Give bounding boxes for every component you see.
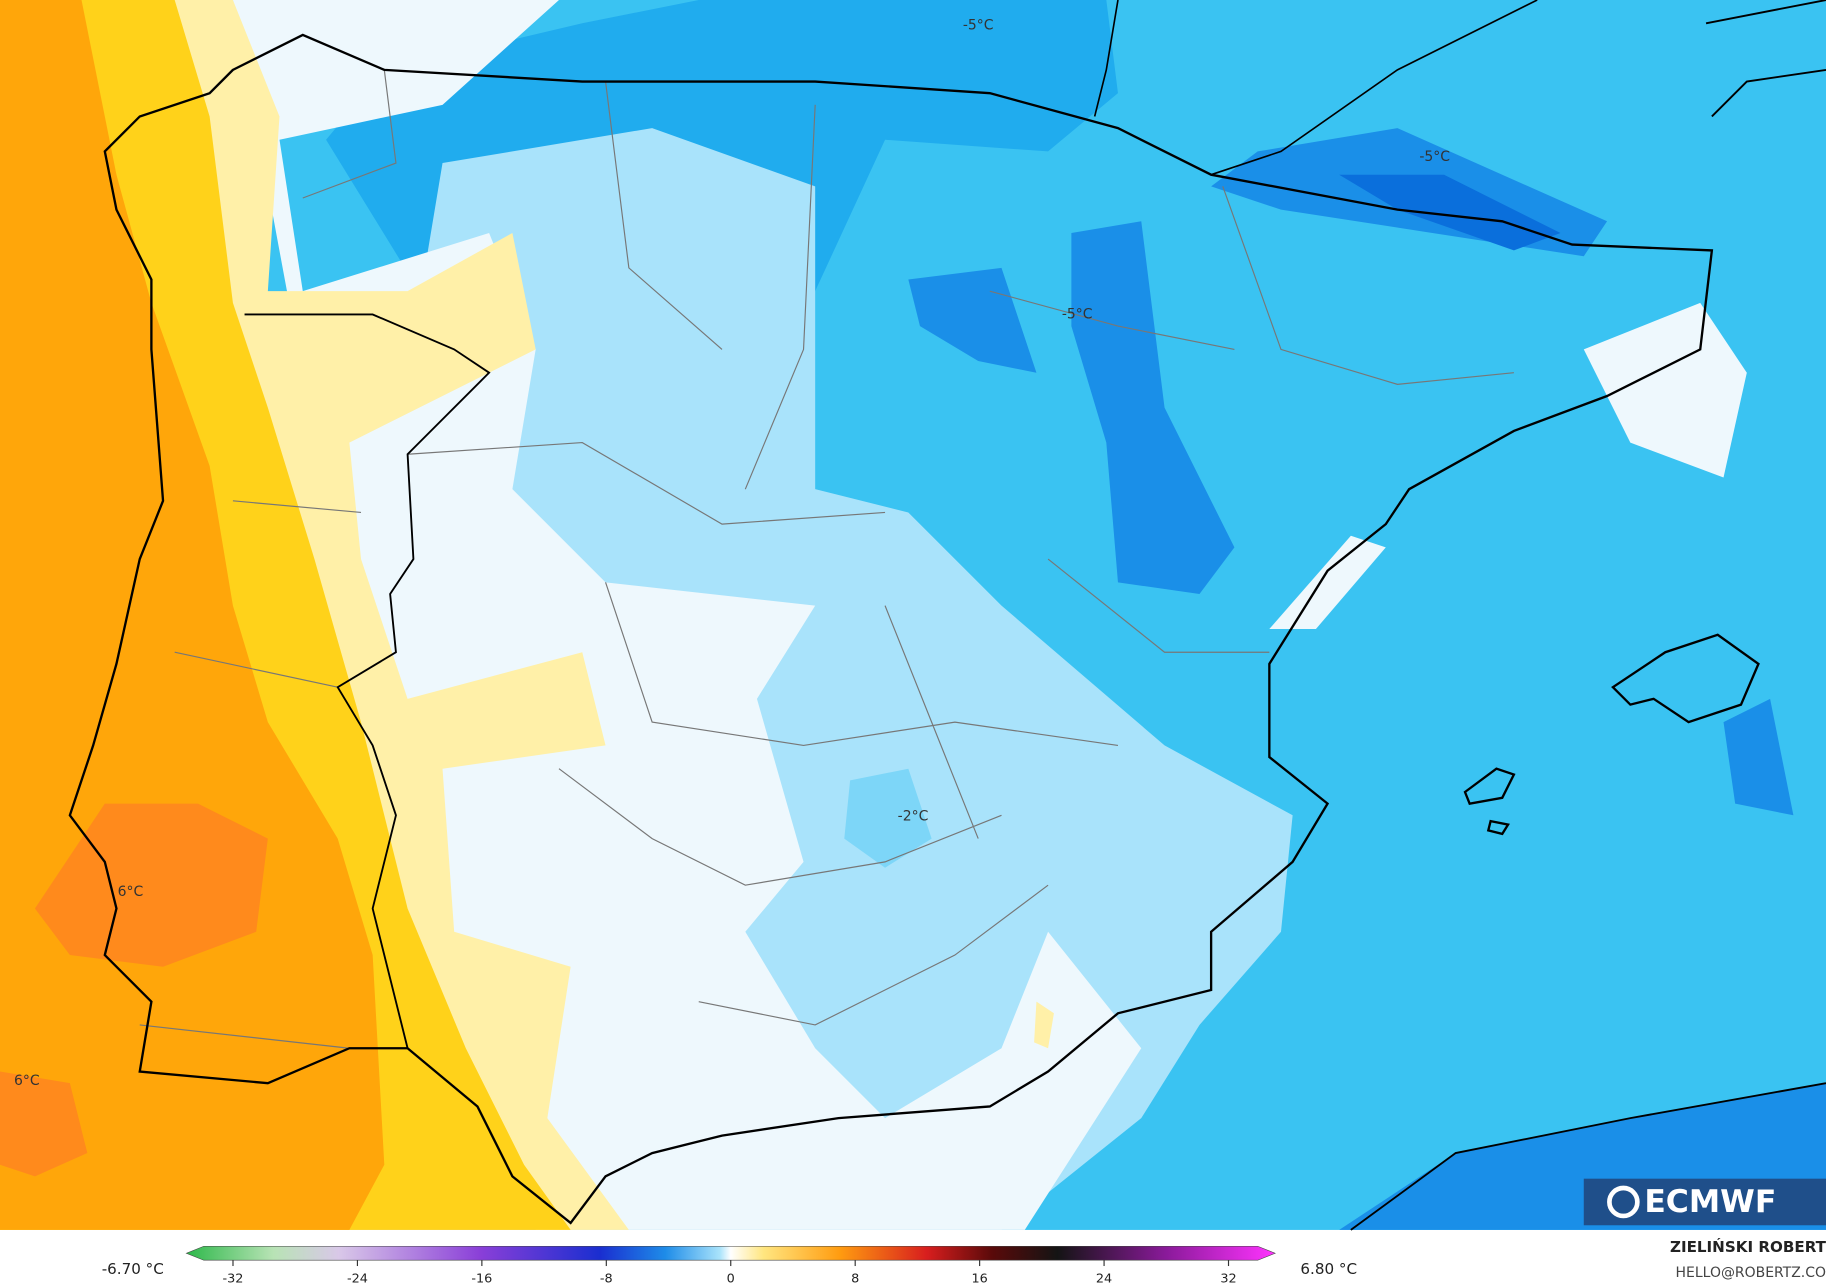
author: ZIELIŃSKI ROBERT bbox=[1670, 1237, 1826, 1256]
colorbar-tick-label: 8 bbox=[851, 1271, 859, 1286]
colorbar-tick-label: -24 bbox=[347, 1271, 368, 1286]
colorbar-tick-label: 0 bbox=[727, 1271, 735, 1286]
colorbar-tick-label: -8 bbox=[600, 1271, 613, 1286]
field-dark-orange bbox=[0, 1071, 88, 1177]
border-france bbox=[1093, 0, 1538, 176]
island-mallorca bbox=[1611, 633, 1760, 724]
contact: HELLO@ROBERTZ.CO bbox=[1676, 1265, 1826, 1281]
field-deep-blue bbox=[1071, 221, 1235, 594]
field-deep-blue bbox=[1723, 698, 1794, 816]
logo-icon bbox=[1607, 1185, 1640, 1219]
logo-text: ECMWF bbox=[1644, 1184, 1776, 1220]
coastline bbox=[68, 33, 1714, 1225]
coastline-other bbox=[1350, 0, 1826, 1231]
colorbar-ramp bbox=[185, 1245, 1276, 1261]
colorbar: -6.70 °C 6.80 °C -32 -24 -16 -8 0 8 16 24 32 bbox=[102, 1245, 1357, 1286]
province-lines bbox=[139, 69, 1514, 1049]
colorbar-tick-label: -16 bbox=[471, 1271, 492, 1286]
field-pale bbox=[1583, 302, 1747, 478]
field-deepest-blue bbox=[1339, 174, 1561, 251]
colorbar-tick-label: -32 bbox=[223, 1271, 244, 1286]
map: -5°C -5°C -5°C -2°C 6°C 6°C ECMWF bbox=[0, 0, 1826, 1231]
island-ibiza bbox=[1463, 767, 1516, 836]
temp-label: -5°C bbox=[1062, 306, 1093, 322]
field-deep-blue bbox=[908, 267, 1037, 373]
colorbar-tick-label: 32 bbox=[1220, 1271, 1236, 1286]
min-label: -6.70 °C bbox=[102, 1260, 164, 1278]
logo: ECMWF bbox=[1583, 1178, 1826, 1226]
temp-label: -2°C bbox=[898, 808, 929, 824]
temp-label: -5°C bbox=[1419, 149, 1450, 165]
field-pale bbox=[1269, 535, 1386, 629]
field-pale-yellow bbox=[1034, 1001, 1054, 1049]
temp-label: -5°C bbox=[963, 18, 994, 34]
max-label: 6.80 °C bbox=[1300, 1260, 1357, 1278]
temp-label: 6°C bbox=[118, 884, 144, 900]
colorbar-tick-label: 24 bbox=[1096, 1271, 1112, 1286]
colorbar-tick-label: 16 bbox=[971, 1271, 987, 1286]
temp-label: 6°C bbox=[14, 1073, 40, 1089]
field-blue-patch bbox=[844, 768, 932, 868]
province-borders bbox=[139, 69, 1514, 1049]
border-portugal bbox=[244, 313, 491, 1049]
